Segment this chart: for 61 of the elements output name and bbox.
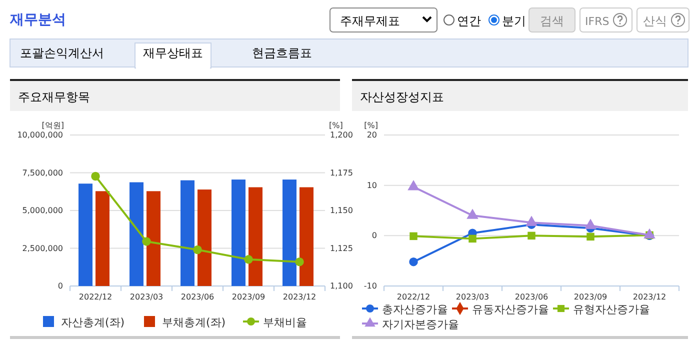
x-tick-label: 2023/09	[232, 292, 266, 302]
y-axis-title: [%]	[364, 121, 378, 130]
text: IFRS	[585, 15, 610, 28]
point	[295, 257, 304, 266]
legend-label: 자기자본증가율	[382, 318, 459, 331]
y-axis-title: [억원]	[42, 121, 64, 130]
text: 포괄손익계산서	[20, 46, 104, 60]
legend-label: 부채총계(좌)	[162, 316, 226, 329]
x-tick-label: 2022/12	[78, 292, 112, 302]
y-tick-label: 0	[58, 282, 63, 291]
point	[244, 255, 253, 264]
bar	[180, 180, 194, 286]
legend-label: 자산총계(좌)	[61, 316, 125, 329]
y2-tick-label: 1,125	[330, 244, 353, 253]
bar	[248, 187, 262, 286]
bar	[282, 180, 296, 286]
y2-axis-title: [%]	[329, 121, 343, 130]
y2-tick-label: 1,150	[330, 206, 353, 216]
text: 산식	[643, 14, 667, 28]
x-tick-label: 2023/06	[180, 292, 214, 302]
text: 재무상태표	[143, 46, 203, 60]
y-tick-label: 10,000,000	[17, 130, 63, 140]
x-tick-label: 2023/12	[282, 292, 316, 302]
bar	[96, 191, 110, 286]
legend-label: 유형자산증가율	[573, 303, 650, 316]
y-tick-label: 10	[366, 180, 377, 190]
y-tick-label: -10	[364, 282, 377, 291]
x-tick-label: 2023/03	[130, 292, 164, 302]
x-tick-label: 2023/12	[632, 292, 666, 302]
chart-title: 주요재무항목	[18, 90, 90, 104]
y2-tick-label: 1,175	[330, 168, 353, 178]
y-tick-label: 7,500,000	[22, 168, 63, 178]
y-tick-label: 20	[366, 130, 377, 140]
legend-label: 총자산증가율	[382, 303, 448, 316]
legend-label: 부채비율	[263, 316, 307, 329]
x-tick-label: 2023/09	[574, 292, 608, 302]
bar	[78, 184, 92, 286]
y2-tick-label: 1,200	[330, 130, 353, 140]
text: 검색	[540, 14, 564, 28]
y-tick-label: 0	[372, 231, 377, 240]
y2-tick-label: 1,100	[330, 282, 353, 291]
bar	[300, 187, 314, 286]
text: 현금흐름표	[252, 46, 312, 60]
text: 연간	[457, 14, 481, 28]
point	[142, 237, 151, 246]
x-tick-label: 2022/12	[396, 292, 430, 302]
text: 재무분석	[9, 12, 66, 28]
bar	[198, 190, 212, 286]
bar	[146, 191, 160, 286]
y-tick-label: 5,000,000	[22, 206, 63, 216]
point	[91, 172, 100, 181]
x-tick-label: 2023/06	[514, 292, 548, 302]
bar	[130, 182, 144, 286]
text: 분기	[502, 14, 526, 28]
x-tick-label: 2023/03	[456, 292, 490, 302]
bar	[232, 180, 246, 286]
legend-label: 유동자산증가율	[472, 303, 549, 316]
text: 주재무제표	[340, 14, 400, 28]
chart-title: 자산성장성지표	[360, 90, 444, 104]
point	[193, 245, 202, 254]
y-tick-label: 2,500,000	[22, 244, 63, 253]
